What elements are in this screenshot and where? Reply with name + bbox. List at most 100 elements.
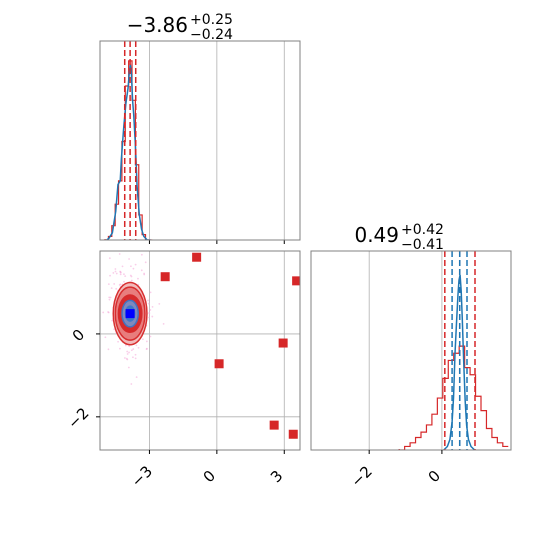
bl-sample-point (113, 328, 116, 331)
bl-xtick-label-1: 0 (200, 467, 219, 486)
bl-sample-point (130, 246, 132, 248)
bl-sample-point (102, 311, 105, 314)
br-series-group (398, 251, 509, 450)
bl-red-square-marker-3 (214, 359, 224, 369)
tl-series-group (104, 41, 153, 240)
bl-sample-point (123, 273, 125, 276)
bl-sample-point (149, 309, 152, 311)
bl-sample-point (132, 348, 135, 350)
bl-red-square-marker-2 (292, 276, 300, 286)
bl-sample-point (108, 298, 111, 301)
bl-sample-point (119, 271, 122, 274)
bl-sample-point (140, 253, 143, 256)
bl-sample-point (128, 351, 130, 354)
bl-sample-point (107, 348, 110, 351)
bl-sample-point (132, 356, 134, 359)
bl-red-square-marker-1 (192, 252, 202, 262)
br-xtick-label-0: −2 (347, 462, 375, 490)
bl-sample-point (119, 347, 121, 350)
bl-red-square-marker-5 (269, 420, 279, 430)
bl-sample-point (128, 345, 131, 348)
tl-title-value: −3.86 (127, 13, 188, 37)
bl-blue-square-marker (125, 309, 135, 319)
bl-sample-point (134, 353, 137, 356)
bl-sample-point (124, 344, 127, 347)
bl-sample-point (130, 279, 133, 282)
br-title-minus: −0.41 (401, 237, 444, 253)
bl-sample-point (109, 296, 112, 299)
bl-sample-point (147, 302, 150, 305)
bl-ytick-label-0: 0 (69, 326, 88, 345)
bl-sample-point (128, 258, 130, 260)
bl-sample-point (135, 344, 138, 347)
bl-sample-point (140, 269, 143, 272)
bl-sample-point (118, 253, 121, 255)
bl-sample-point (114, 270, 117, 273)
bl-sample-point (144, 261, 147, 264)
bl-sample-point (158, 302, 161, 305)
bl-sample-point (124, 357, 126, 359)
bl-sample-point (87, 305, 89, 307)
bl-sample-point (149, 291, 152, 294)
tl-title-minus: −0.24 (190, 27, 233, 43)
bl-sample-point (134, 357, 137, 360)
bl-sample-point (146, 347, 148, 350)
bl-sample-point (137, 346, 140, 349)
bl-sample-point (110, 287, 113, 290)
br-title-plus: +0.42 (401, 222, 444, 238)
bl-sample-point (126, 353, 129, 355)
bl-series-group (85, 246, 300, 439)
bl-sample-point (130, 383, 133, 385)
bl-sample-point (141, 338, 144, 341)
bl-sample-point (151, 315, 154, 318)
tl-title-plus: +0.25 (190, 12, 233, 28)
bl-sample-point (147, 299, 149, 302)
br-red-histogram (398, 345, 509, 450)
bl-sample-point (113, 283, 116, 285)
bl-sample-point (125, 357, 128, 360)
bl-sample-point (107, 311, 109, 313)
bl-sample-point (149, 335, 152, 338)
bl-ytick-label-1: −2 (64, 404, 92, 432)
bl-frame (99, 250, 301, 451)
bl-sample-point (130, 349, 133, 352)
bl-xtick-label-2: 3 (267, 467, 286, 486)
bl-sample-point (132, 267, 135, 270)
bl-sample-point (117, 340, 119, 343)
bl-sample-point (115, 272, 118, 275)
bl-sample-point (115, 287, 118, 290)
bl-sample-point (130, 265, 132, 268)
bl-sample-point (135, 376, 138, 379)
bl-sample-point (112, 272, 115, 274)
bl-red-square-marker-6 (288, 429, 298, 439)
bl-sample-point (85, 281, 87, 283)
bl-sample-point (108, 257, 111, 260)
bl-sample-point (129, 274, 132, 277)
bl-sample-point (107, 283, 110, 286)
bl-sample-point (137, 277, 139, 280)
bl-sample-point (111, 319, 114, 322)
bl-sample-point (126, 350, 129, 353)
bl-xtick-label-0: −3 (128, 462, 156, 490)
br-title-value: 0.49 (354, 223, 399, 247)
br-xtick-label-1: 0 (425, 467, 444, 486)
bl-sample-point (108, 296, 111, 299)
bl-sample-point (143, 272, 146, 275)
bl-sample-point (104, 336, 107, 339)
bl-sample-point (123, 280, 125, 283)
br-frame (310, 250, 512, 451)
bl-sample-point (119, 273, 122, 276)
bl-sample-point (114, 268, 117, 270)
bl-sample-point (121, 265, 124, 268)
bl-sample-point (148, 311, 151, 314)
tl-blue-histogram (106, 64, 151, 240)
bl-red-square-marker-4 (278, 338, 288, 348)
bl-sample-point (119, 283, 122, 286)
bl-sample-point (127, 366, 130, 369)
bl-sample-point (134, 263, 137, 266)
bl-sample-point (162, 323, 165, 325)
bl-sample-point (145, 340, 148, 343)
tl-red-histogram (104, 60, 153, 240)
